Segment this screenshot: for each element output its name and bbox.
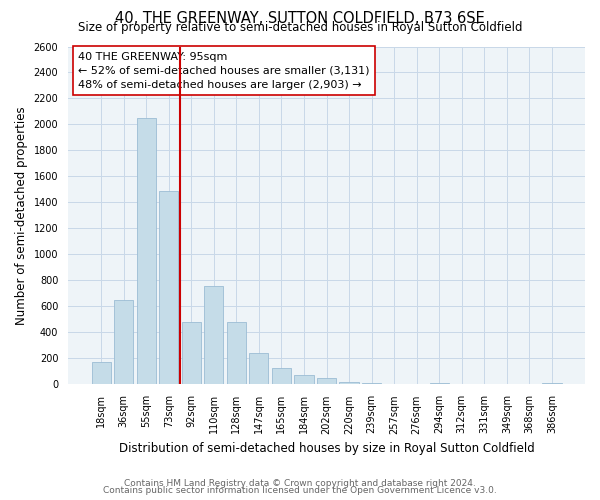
Bar [430, 383, 449, 384]
Text: Contains public sector information licensed under the Open Government Licence v3: Contains public sector information licen… [103, 486, 497, 495]
Bar [204, 286, 223, 384]
Bar [340, 382, 359, 384]
Bar [159, 191, 178, 384]
Bar [362, 383, 381, 384]
Bar [250, 352, 268, 384]
Bar [114, 300, 133, 384]
Bar [92, 362, 110, 384]
Text: 40, THE GREENWAY, SUTTON COLDFIELD, B73 6SE: 40, THE GREENWAY, SUTTON COLDFIELD, B73 … [115, 11, 485, 26]
Bar [227, 322, 246, 384]
X-axis label: Distribution of semi-detached houses by size in Royal Sutton Coldfield: Distribution of semi-detached houses by … [119, 442, 535, 455]
Bar [182, 322, 201, 384]
Text: Size of property relative to semi-detached houses in Royal Sutton Coldfield: Size of property relative to semi-detach… [78, 21, 522, 34]
Bar [137, 118, 156, 384]
Bar [542, 383, 562, 384]
Text: 40 THE GREENWAY: 95sqm
← 52% of semi-detached houses are smaller (3,131)
48% of : 40 THE GREENWAY: 95sqm ← 52% of semi-det… [79, 52, 370, 90]
Y-axis label: Number of semi-detached properties: Number of semi-detached properties [15, 106, 28, 325]
Bar [272, 368, 291, 384]
Text: Contains HM Land Registry data © Crown copyright and database right 2024.: Contains HM Land Registry data © Crown c… [124, 478, 476, 488]
Bar [295, 374, 314, 384]
Bar [317, 378, 336, 384]
